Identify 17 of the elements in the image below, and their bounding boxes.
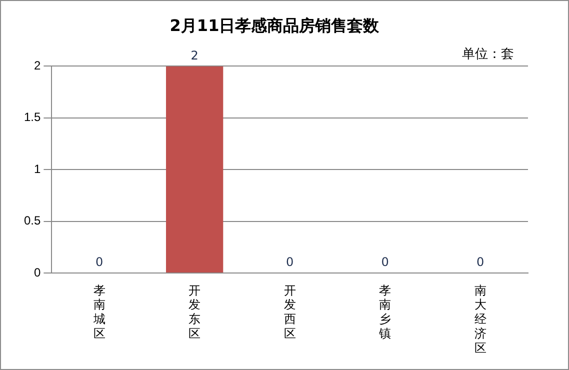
x-tick-label: 孝南乡镇: [378, 283, 392, 341]
data-label: 0: [286, 255, 294, 270]
x-tick-label: 孝南城区: [92, 283, 106, 341]
x-tick-label: 开发东区: [188, 283, 201, 341]
y-tick-label: 1: [34, 162, 41, 176]
chart-title: 2月11日孝感商品房销售套数: [170, 16, 380, 35]
text: 单位：套: [462, 46, 514, 63]
y-tick-label: 0.5: [24, 214, 41, 228]
data-label: 0: [476, 255, 484, 270]
x-tick-label: 开发西区: [284, 283, 296, 341]
data-label: 2: [190, 48, 198, 62]
y-tick-label: 0: [34, 265, 41, 280]
y-tick-label: 2: [34, 58, 41, 73]
x-tick-label: 南大经济区: [474, 283, 486, 355]
y-tick-label: 1.5: [24, 110, 41, 124]
data-label: 0: [381, 255, 389, 270]
data-label: 0: [95, 255, 104, 270]
